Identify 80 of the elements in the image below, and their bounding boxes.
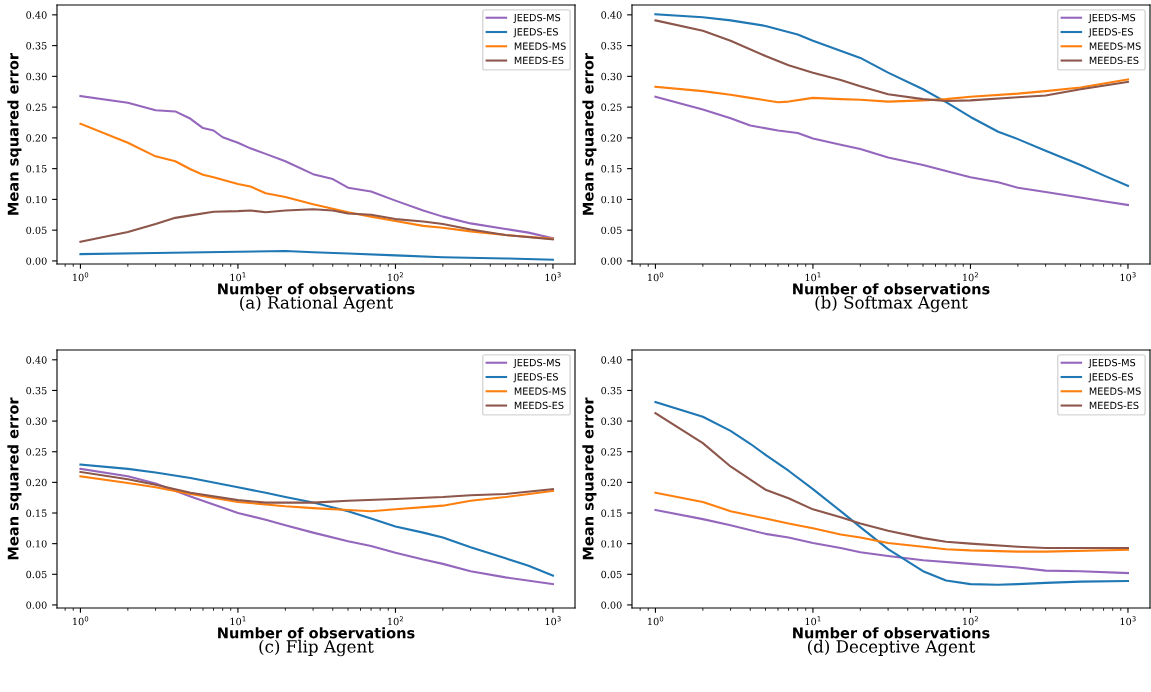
y-tick-label: 0.20 [26, 478, 47, 487]
y-tick-label: 0.15 [26, 509, 47, 517]
y-tick-label: 0.20 [26, 134, 47, 142]
x-tick-label: 10$^{2}$ [963, 616, 979, 626]
y-tick-label: 0.00 [601, 257, 622, 265]
y-tick-label: 0.40 [26, 11, 47, 19]
y-tick-label: 0.05 [601, 226, 622, 234]
x-tick-label: 10$^{2}$ [388, 272, 404, 282]
x-tick-label: 10$^{2}$ [388, 616, 404, 626]
legend-label: MEEDS-MS [1089, 387, 1141, 395]
legend-label: JEEDS-ES [1088, 373, 1133, 383]
x-tick-label: 10$^{1}$ [805, 616, 821, 626]
y-tick-label: 0.15 [601, 165, 622, 173]
x-tick-label: 10$^{0}$ [648, 272, 664, 282]
x-axis-title: Number of observations [793, 283, 990, 295]
y-tick-label: 0.05 [26, 226, 47, 234]
text: (a) Rational Agent [240, 295, 394, 313]
text: (d) Deceptive Agent [807, 639, 976, 657]
y-tick-label: 0.25 [26, 103, 47, 111]
x-tick-label: 10$^{1}$ [230, 616, 246, 626]
legend-label: JEEDS-ES [1088, 28, 1133, 38]
y-tick-label: 0.35 [26, 386, 47, 395]
y-tick-label: 0.35 [26, 42, 47, 50]
y-tick-label: 0.20 [601, 478, 622, 487]
x-tick-label: 10$^{3}$ [1120, 616, 1136, 626]
y-tick-label: 0.30 [601, 417, 622, 425]
legend-label: JEEDS-MS [513, 358, 561, 369]
y-tick-label: 0.25 [601, 103, 622, 111]
legend-label: JEEDS-ES [513, 373, 558, 383]
x-tick-label: 10$^{3}$ [1120, 272, 1136, 282]
y-tick-label: 0.30 [26, 72, 47, 81]
y-tick-label: 0.35 [601, 42, 622, 50]
x-axis-title: Number of observations [218, 283, 415, 295]
y-tick-label: 0.40 [26, 356, 47, 364]
x-tick-label: 10$^{1}$ [805, 272, 821, 282]
x-tick-label: 10$^{1}$ [230, 272, 246, 282]
legend-label: JEEDS-MS [513, 13, 561, 24]
legend-label: JEEDS-MS [1088, 13, 1136, 24]
x-tick-label: 10$^{3}$ [545, 272, 561, 282]
y-tick-label: 0.35 [601, 386, 622, 395]
y-tick-label: 0.25 [601, 448, 622, 456]
legend-label: MEEDS-MS [514, 42, 566, 50]
y-tick-label: 0.10 [601, 195, 622, 204]
legend-label: MEEDS-MS [1089, 42, 1141, 50]
text: (b) Softmax Agent [815, 295, 968, 313]
y-axis-title: Mean squared error [7, 52, 22, 215]
x-tick-label: 10$^{0}$ [73, 616, 89, 626]
legend-label: MEEDS-ES [1089, 56, 1139, 65]
y-tick-label: 0.40 [601, 11, 622, 19]
y-tick-label: 0.25 [26, 448, 47, 456]
y-tick-label: 0.05 [601, 570, 622, 579]
legend-label: JEEDS-ES [513, 28, 558, 38]
y-tick-label: 0.00 [26, 257, 47, 265]
x-tick-label: 10$^{0}$ [73, 272, 89, 282]
y-tick-label: 0.10 [26, 540, 47, 548]
y-tick-label: 0.15 [26, 165, 47, 173]
legend-label: JEEDS-MS [1088, 358, 1136, 369]
x-tick-label: 10$^{3}$ [545, 616, 561, 626]
y-tick-label: 0.10 [26, 195, 47, 204]
y-axis-title: Mean squared error [582, 397, 597, 560]
y-tick-label: 0.30 [601, 72, 622, 81]
x-tick-label: 10$^{2}$ [963, 272, 979, 282]
y-tick-label: 0.00 [26, 601, 47, 609]
y-tick-label: 0.40 [601, 356, 622, 364]
text: (c) Flip Agent [259, 639, 374, 657]
x-axis-title: Number of observations [218, 627, 415, 639]
y-tick-label: 0.20 [601, 134, 622, 142]
y-tick-label: 0.10 [601, 540, 622, 548]
y-tick-label: 0.15 [601, 509, 622, 517]
y-tick-label: 0.30 [26, 417, 47, 425]
y-tick-label: 0.05 [26, 570, 47, 579]
y-axis-title: Mean squared error [7, 397, 22, 560]
legend-label: MEEDS-ES [514, 401, 564, 410]
legend-label: MEEDS-ES [514, 56, 564, 65]
y-tick-label: 0.00 [601, 601, 622, 609]
x-axis-title: Number of observations [793, 627, 990, 639]
x-tick-label: 10$^{0}$ [648, 616, 664, 626]
legend-label: MEEDS-MS [514, 387, 566, 395]
legend-label: MEEDS-ES [1089, 401, 1139, 410]
y-axis-title: Mean squared error [582, 52, 597, 215]
